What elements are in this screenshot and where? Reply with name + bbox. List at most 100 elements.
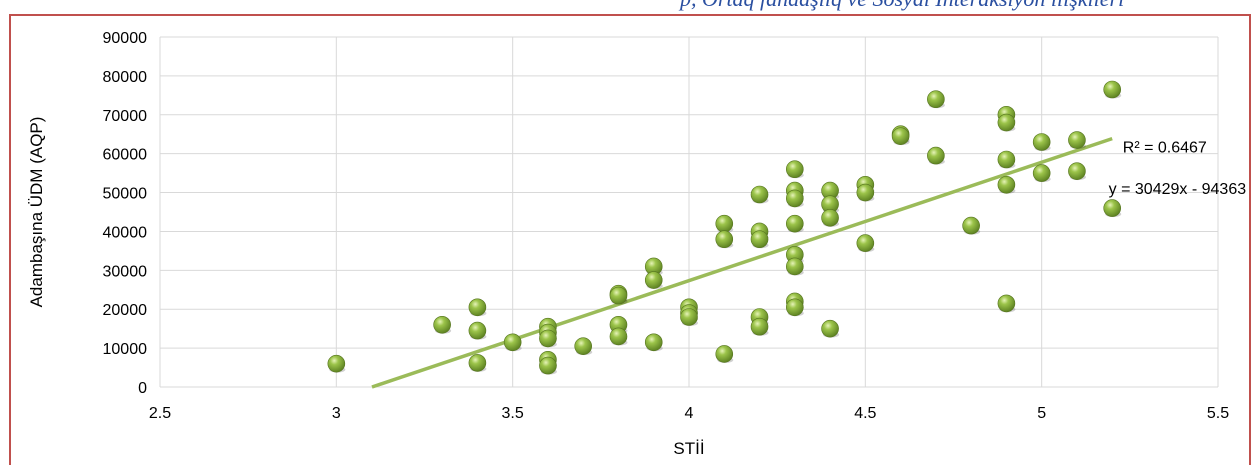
data-point <box>997 175 1016 194</box>
data-point <box>785 298 804 317</box>
point-marker <box>715 345 734 363</box>
point-marker <box>609 286 628 305</box>
point-marker <box>927 146 945 165</box>
data-point <box>503 333 522 352</box>
point-marker <box>1103 80 1121 99</box>
data-point <box>962 216 981 235</box>
tick-labels: 0 10000 20000 30000 40000 50000 60000 70000 8000… <box>103 30 1230 422</box>
point-marker <box>468 321 487 340</box>
data-point <box>821 209 840 227</box>
point-marker <box>539 356 557 375</box>
chart-frame <box>9 14 1251 465</box>
point-marker <box>856 234 875 252</box>
data-point <box>1068 162 1086 181</box>
data-point <box>821 319 840 338</box>
data-point <box>539 329 557 348</box>
point-marker <box>785 189 804 208</box>
point-marker <box>750 230 769 249</box>
point-marker <box>750 185 769 204</box>
data-point <box>927 146 945 165</box>
data-point <box>1068 131 1086 150</box>
data-point <box>856 183 875 202</box>
data-point <box>750 230 769 249</box>
data-point <box>609 286 628 305</box>
point-marker <box>856 183 875 202</box>
point-marker <box>750 317 769 336</box>
y-tick-label: 40000 <box>103 224 148 241</box>
point-marker <box>539 329 557 348</box>
data-points <box>327 80 1122 375</box>
x-tick-label: 3 <box>332 405 341 422</box>
point-marker <box>574 337 593 355</box>
point-marker <box>503 333 522 352</box>
point-marker <box>680 308 698 326</box>
data-point <box>468 321 487 340</box>
y-tick-label: 80000 <box>103 69 148 86</box>
x-axis-title: STİİ <box>673 439 704 458</box>
clipped-caption-text: p, Ortaq fandaşlıq ve Sosyal İnteraksiyo… <box>680 0 1124 12</box>
data-point <box>785 257 804 276</box>
data-point <box>927 90 945 109</box>
point-marker <box>468 354 487 372</box>
data-point <box>750 185 769 204</box>
data-point <box>715 345 734 363</box>
data-point <box>644 271 663 290</box>
top-strip: p, Ortaq fandaşlıq ve Sosyal İnteraksiyo… <box>0 0 1257 14</box>
y-tick-label: 70000 <box>103 108 148 125</box>
x-tick-label: 5.5 <box>1207 405 1229 422</box>
data-point <box>785 189 804 208</box>
point-marker <box>609 327 628 346</box>
data-point <box>1103 80 1122 99</box>
point-marker <box>1032 133 1051 151</box>
point-marker <box>821 209 839 227</box>
point-marker <box>962 216 980 235</box>
data-point <box>609 327 628 346</box>
point-marker <box>327 354 346 373</box>
point-marker <box>644 333 663 352</box>
y-tick-label: 60000 <box>103 147 148 164</box>
point-marker <box>1103 199 1121 217</box>
data-point <box>891 127 910 146</box>
data-point <box>644 333 663 352</box>
point-marker <box>785 298 804 317</box>
data-point <box>574 337 593 356</box>
point-marker <box>997 175 1016 194</box>
data-point <box>539 356 557 375</box>
point-marker <box>997 150 1016 169</box>
point-marker <box>715 214 734 233</box>
data-point <box>468 354 487 372</box>
point-marker <box>1068 162 1086 180</box>
x-tick-label: 4 <box>685 405 694 422</box>
point-marker <box>821 319 839 338</box>
trendline <box>371 136 1113 389</box>
point-marker <box>785 257 804 276</box>
r-squared-label: R² = 0.6467 <box>1123 140 1207 157</box>
y-tick-label: 30000 <box>103 263 148 280</box>
trendline-group <box>371 136 1113 389</box>
data-point <box>785 160 804 179</box>
y-tick-label: 90000 <box>103 30 148 47</box>
y-tick-label: 0 <box>138 380 147 397</box>
y-axis-title: Adambaşına ÜDM (AQP) <box>27 117 46 308</box>
data-point <box>856 234 875 253</box>
data-point <box>1103 199 1122 218</box>
point-marker <box>997 294 1016 313</box>
point-marker <box>468 298 487 317</box>
x-tick-label: 3.5 <box>502 405 524 422</box>
point-marker <box>433 315 451 334</box>
point-marker <box>715 230 734 249</box>
x-tick-label: 4.5 <box>854 405 876 422</box>
data-point <box>750 317 769 336</box>
data-point <box>327 354 346 373</box>
data-point <box>715 230 734 249</box>
data-point <box>715 214 734 233</box>
data-point <box>997 294 1016 313</box>
point-marker <box>927 90 945 109</box>
data-point <box>433 315 452 334</box>
data-point <box>1032 133 1051 151</box>
data-point <box>680 308 698 326</box>
y-tick-label: 50000 <box>103 186 148 203</box>
data-point <box>468 298 487 317</box>
trend-equation-label: y = 30429x - 94363 <box>1109 181 1247 198</box>
